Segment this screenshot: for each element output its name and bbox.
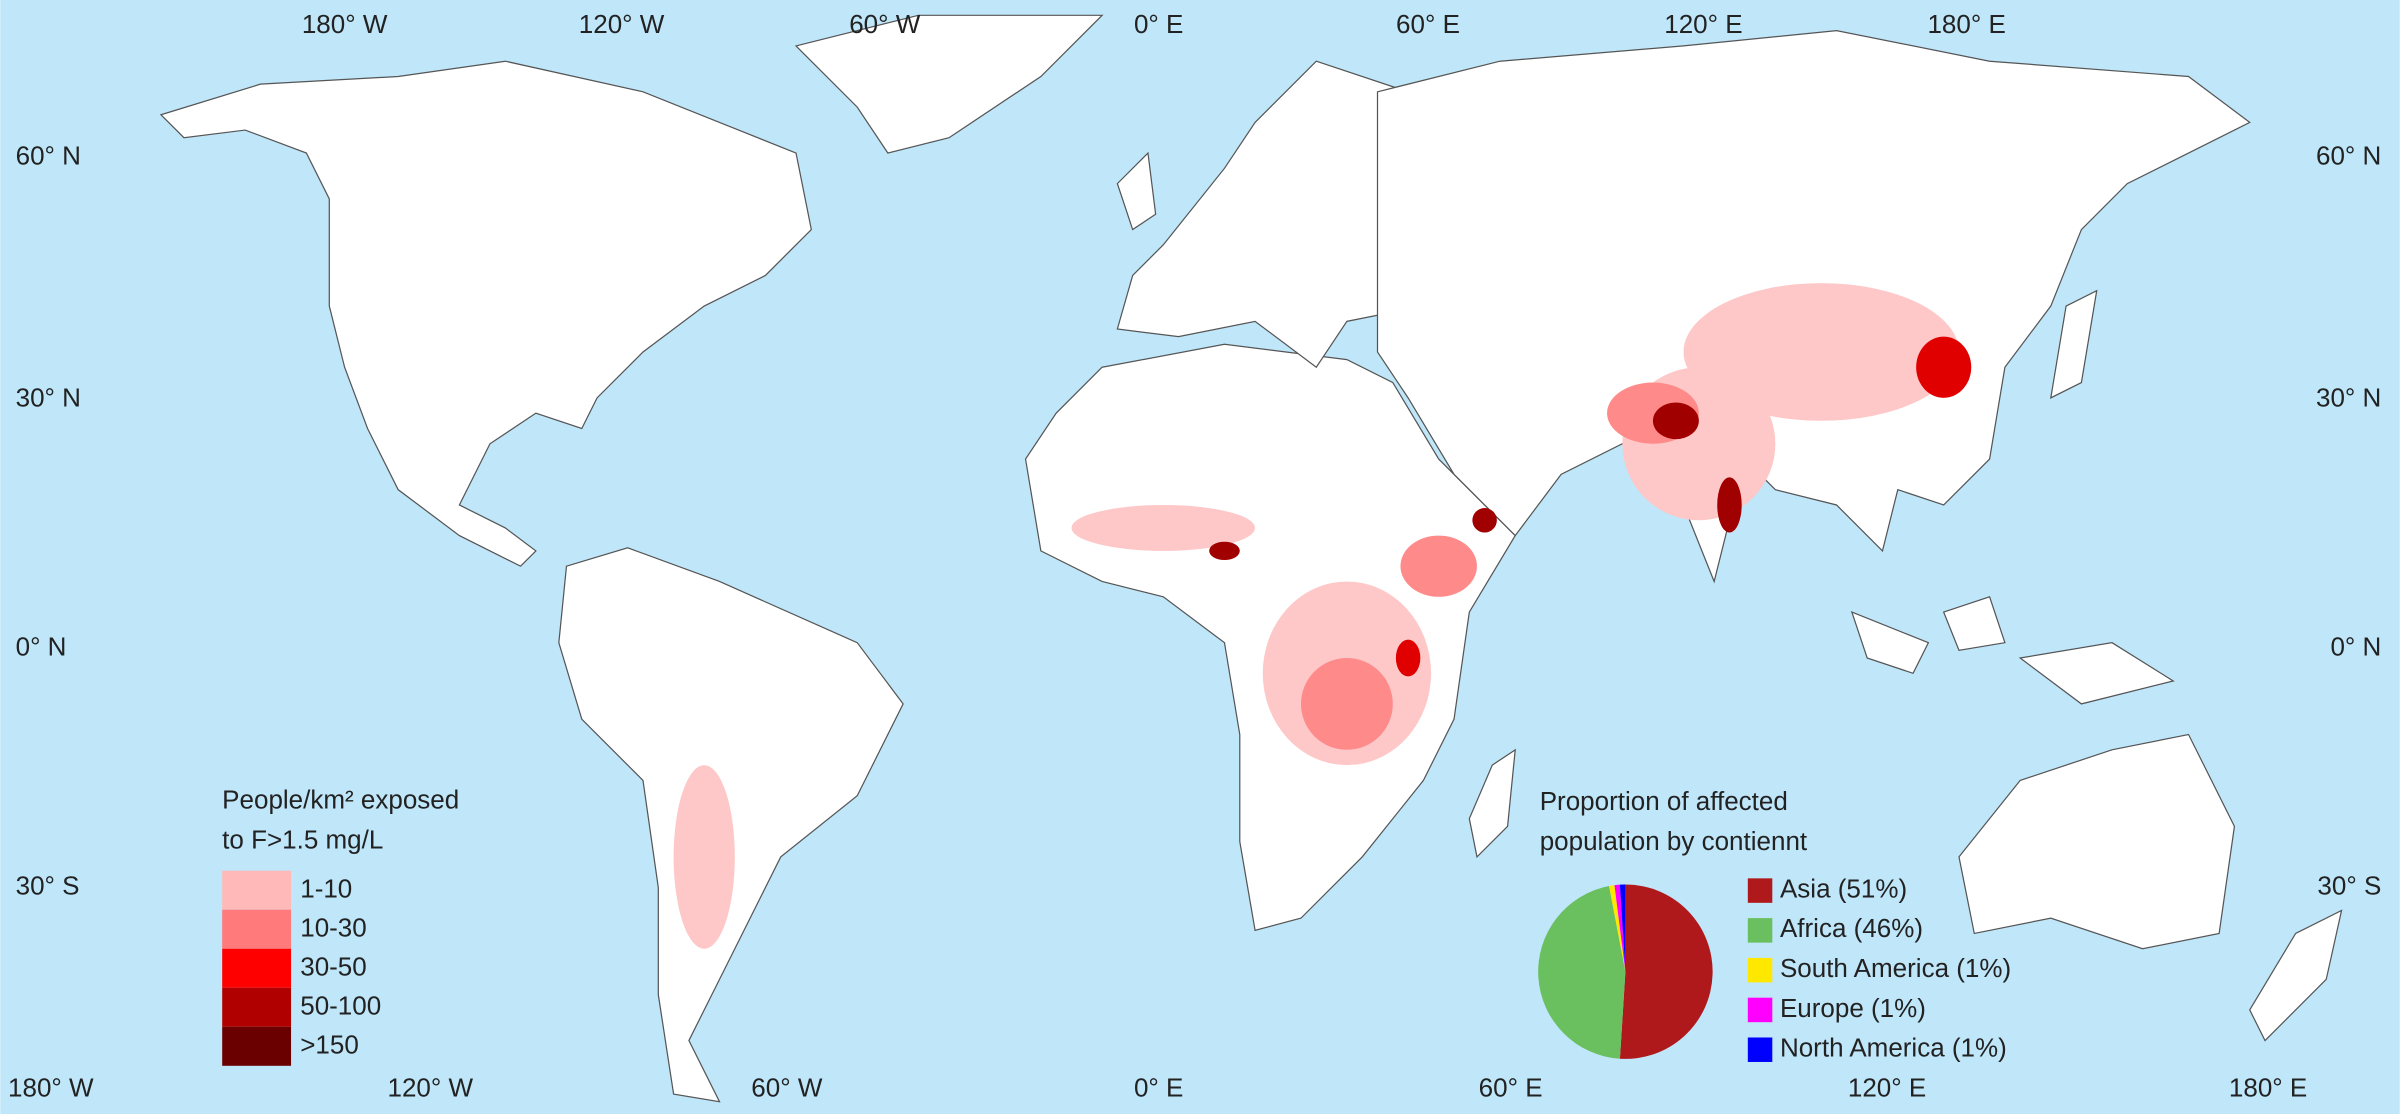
legend-label: >150 [300, 1030, 359, 1060]
legend-swatch [222, 987, 292, 1027]
longitude-label: 120° W [579, 9, 665, 39]
pie-slice [1619, 884, 1626, 972]
latitude-label: 30° S [2317, 870, 2381, 900]
legend-swatch [222, 909, 292, 949]
pie-chart: Asia (51%) Africa (46%) South America (1%)… [1538, 873, 2011, 1063]
legend-title: People/km² exposed [222, 785, 459, 815]
pie-legend-label: Africa (46%) [1780, 913, 1923, 943]
legend-label: 50-100 [300, 991, 381, 1021]
longitude-label: 180° E [2229, 1072, 2307, 1102]
latitude-label: 30° S [16, 870, 80, 900]
legend-title: to F>1.5 mg/L [222, 824, 383, 854]
pie-legend-label: South America (1%) [1780, 953, 2011, 983]
pie-legend-label: Asia (51%) [1780, 873, 1907, 903]
legend: 1-10 10-30 30-50 50-100 >150 [222, 870, 381, 1066]
latitude-label: 0° N [2330, 632, 2381, 662]
pie-legend-swatch [1747, 997, 1773, 1023]
latitude-label: 60° N [16, 140, 81, 170]
pie-slice [1619, 884, 1713, 1059]
exposure-areas [673, 283, 1972, 949]
longitude-label: 120° E [1664, 9, 1742, 39]
pie-legend-swatch [1747, 1037, 1773, 1062]
pie-slice [1609, 885, 1626, 972]
latitude-label: 0° N [16, 632, 67, 662]
longitude-label: 180° W [8, 1072, 94, 1102]
pie-legend-swatch [1747, 878, 1773, 903]
longitude-label: 0° E [1134, 1072, 1183, 1102]
pie-slice [1538, 886, 1626, 1059]
pie-title: Proportion of affected [1540, 786, 1788, 816]
pie-legend-swatch [1747, 918, 1773, 943]
longitude-label: 0° E [1134, 9, 1183, 39]
graticule-labels: 180° W 120° W 60° W 0° E 60° E 120° E 180° E 18… [8, 9, 2381, 1103]
pie-legend-label: North America (1%) [1780, 1033, 2007, 1063]
longitude-label: 120° E [1848, 1072, 1926, 1102]
legend-label: 10-30 [300, 912, 367, 942]
longitude-label: 60° E [1396, 9, 1460, 39]
pie-slice [1614, 884, 1626, 972]
land [159, 14, 2343, 1103]
latitude-label: 60° N [2316, 140, 2381, 170]
longitude-label: 180° W [302, 9, 388, 39]
pie-legend-swatch [1747, 957, 1773, 983]
latitude-label: 30° N [16, 382, 81, 412]
longitude-label: 60° W [849, 9, 921, 39]
legend-swatch [222, 1026, 292, 1066]
longitude-label: 180° E [1927, 9, 2005, 39]
legend-label: 1-10 [300, 873, 352, 903]
legend-label: 30-50 [300, 952, 367, 982]
legend-swatch [222, 948, 292, 988]
legend-swatch [222, 870, 292, 910]
longitude-label: 60° E [1479, 1072, 1543, 1102]
longitude-label: 120° W [388, 1072, 474, 1102]
latitude-label: 30° N [2316, 382, 2381, 412]
pie-legend-label: Europe (1%) [1780, 993, 1926, 1023]
longitude-label: 60° W [751, 1072, 823, 1102]
pie-title: population by contiennt [1540, 826, 1808, 856]
